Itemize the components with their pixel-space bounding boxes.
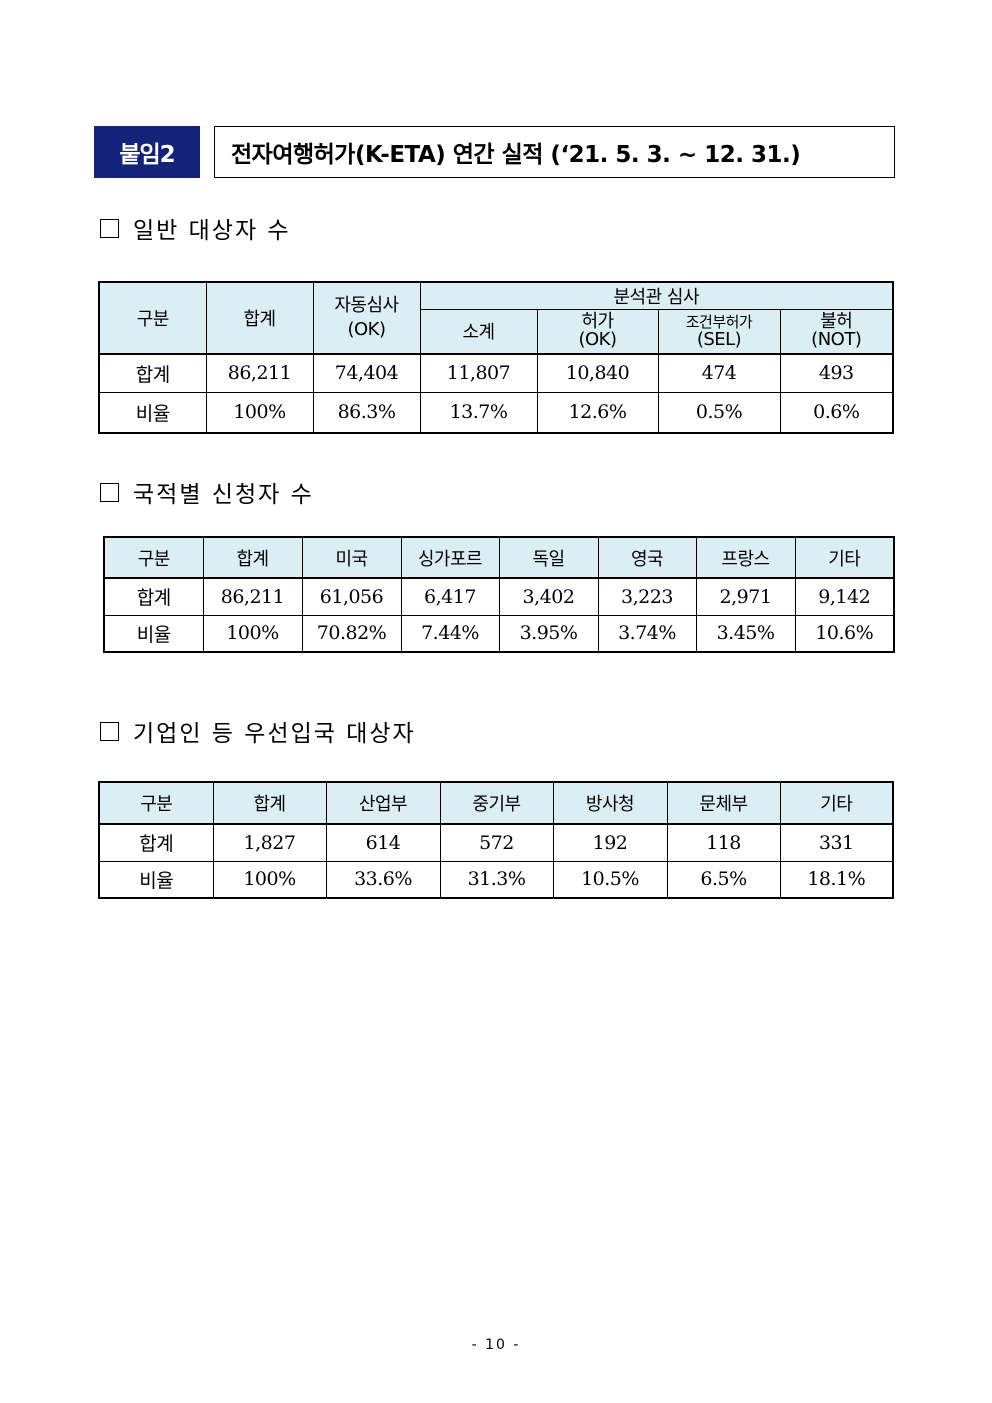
table-cell: 86,211: [202, 577, 303, 616]
attachment-badge: 붙임2: [94, 126, 200, 178]
table-cell: 비율: [98, 860, 214, 899]
table-cell: 비율: [98, 392, 207, 433]
col-header: 방사청: [552, 781, 668, 825]
table-cell: 3.74%: [597, 614, 697, 653]
table-cell: 3,223: [597, 577, 697, 616]
table-cell: 2,971: [695, 577, 796, 616]
col-header: 구분: [98, 781, 214, 825]
col-conditional: 조건부허가 (SEL): [657, 309, 781, 355]
table-cell: 31.3%: [439, 860, 554, 899]
table-row: 비율 100% 33.6% 31.3% 10.5% 6.5% 18.1%: [98, 860, 894, 899]
table-cell: 572: [439, 823, 554, 862]
col-category: 구분: [98, 281, 207, 355]
section-general-title: 일반 대상자 수: [133, 218, 291, 244]
table-cell: 비율: [103, 614, 204, 653]
col-permit: 허가 (OK): [536, 309, 659, 355]
table-cell: 6,417: [400, 577, 500, 616]
table-cell: 13.7%: [419, 392, 538, 433]
col-header: 중기부: [439, 781, 554, 825]
business-priority-table: 구분 합계 산업부 중기부 방사청 문체부 기타 합계 1,827 614 57…: [98, 781, 894, 899]
table-cell: 86,211: [205, 353, 314, 393]
col-auto: 자동심사 (OK): [312, 281, 421, 355]
checkbox-icon: [100, 482, 119, 502]
section-nationality-heading: 국적별 신청자 수: [100, 475, 314, 509]
section-business-title: 기업인 등 우선입국 대상자: [133, 721, 416, 747]
col-header: 미국: [301, 536, 402, 579]
col-conditional-label: 조건부허가: [685, 313, 753, 332]
col-subtotal: 소계: [419, 309, 538, 355]
col-analyst: 분석관 심사: [419, 281, 894, 310]
table-cell: 7.44%: [400, 614, 500, 653]
table-cell: 10.5%: [552, 860, 668, 899]
table-cell: 331: [779, 823, 894, 862]
table-cell: 3.95%: [498, 614, 599, 653]
table-cell: 74,404: [312, 353, 421, 393]
col-deny-code: (NOT): [811, 329, 862, 351]
title-block: 붙임2 전자여행허가(K-ETA) 연간 실적 (‘21. 5. 3. ~ 12…: [94, 126, 895, 178]
table-cell: 6.5%: [666, 860, 781, 899]
table-row: 비율 100% 86.3% 13.7% 12.6% 0.5% 0.6%: [98, 392, 894, 433]
table-cell: 100%: [212, 860, 327, 899]
table-cell: 18.1%: [779, 860, 894, 899]
col-permit-label: 허가: [581, 311, 614, 333]
col-auto-label: 자동심사: [334, 294, 399, 316]
col-header: 싱가포르: [400, 536, 500, 579]
section-general-heading: 일반 대상자 수: [100, 211, 291, 245]
table-cell: 100%: [202, 614, 303, 653]
table-row: 합계 86,211 61,056 6,417 3,402 3,223 2,971…: [103, 577, 895, 616]
col-header: 프랑스: [695, 536, 796, 579]
nationality-table: 구분 합계 미국 싱가포르 독일 영국 프랑스 기타 합계 86,211 61,…: [103, 536, 895, 653]
table-cell: 100%: [205, 392, 314, 433]
table-cell: 86.3%: [312, 392, 421, 433]
table-cell: 합계: [98, 353, 207, 393]
table-cell: 0.5%: [657, 392, 781, 433]
table-cell: 614: [325, 823, 441, 862]
table-cell: 493: [779, 353, 894, 393]
page-number: - 10 -: [471, 1337, 521, 1353]
col-deny-label: 불허: [820, 311, 853, 333]
col-permit-code: (OK): [578, 329, 617, 351]
page-title: 전자여행허가(K-ETA) 연간 실적 (‘21. 5. 3. ~ 12. 31…: [214, 126, 895, 178]
table-cell: 0.6%: [779, 392, 894, 433]
checkbox-icon: [100, 218, 119, 238]
table-cell: 1,827: [212, 823, 327, 862]
col-header: 독일: [498, 536, 599, 579]
table-cell: 3.45%: [695, 614, 796, 653]
col-header: 구분: [103, 536, 204, 579]
section-nationality-title: 국적별 신청자 수: [133, 482, 314, 508]
table-cell: 12.6%: [536, 392, 659, 433]
col-header: 합계: [202, 536, 303, 579]
table-row: 합계 1,827 614 572 192 118 331: [98, 823, 894, 862]
table-cell: 합계: [98, 823, 214, 862]
col-deny: 불허 (NOT): [779, 309, 894, 355]
table-cell: 3,402: [498, 577, 599, 616]
col-header: 문체부: [666, 781, 781, 825]
table-cell: 61,056: [301, 577, 402, 616]
col-conditional-code: (SEL): [696, 329, 742, 351]
general-applicants-table: 구분 합계 자동심사 (OK) 분석관 심사 소계 허가 (OK) 조건부허가 …: [98, 281, 895, 434]
col-header: 영국: [597, 536, 697, 579]
table-row: 합계 86,211 74,404 11,807 10,840 474 493: [98, 353, 894, 393]
table-cell: 합계: [103, 577, 204, 616]
table-row: 비율 100% 70.82% 7.44% 3.95% 3.74% 3.45% 1…: [103, 614, 895, 653]
table-cell: 474: [657, 353, 781, 393]
table-cell: 9,142: [794, 577, 895, 616]
col-header: 산업부: [325, 781, 441, 825]
col-header: 합계: [212, 781, 327, 825]
table-cell: 10,840: [536, 353, 659, 393]
section-business-heading: 기업인 등 우선입국 대상자: [100, 714, 416, 748]
table-cell: 11,807: [419, 353, 538, 393]
col-header: 기타: [779, 781, 894, 825]
table-cell: 118: [666, 823, 781, 862]
table-cell: 33.6%: [325, 860, 441, 899]
table-cell: 10.6%: [794, 614, 895, 653]
table-cell: 70.82%: [301, 614, 402, 653]
col-header: 기타: [794, 536, 895, 579]
table-cell: 192: [552, 823, 668, 862]
checkbox-icon: [100, 721, 119, 741]
col-total: 합계: [205, 281, 314, 355]
col-auto-code: (OK): [347, 318, 386, 340]
